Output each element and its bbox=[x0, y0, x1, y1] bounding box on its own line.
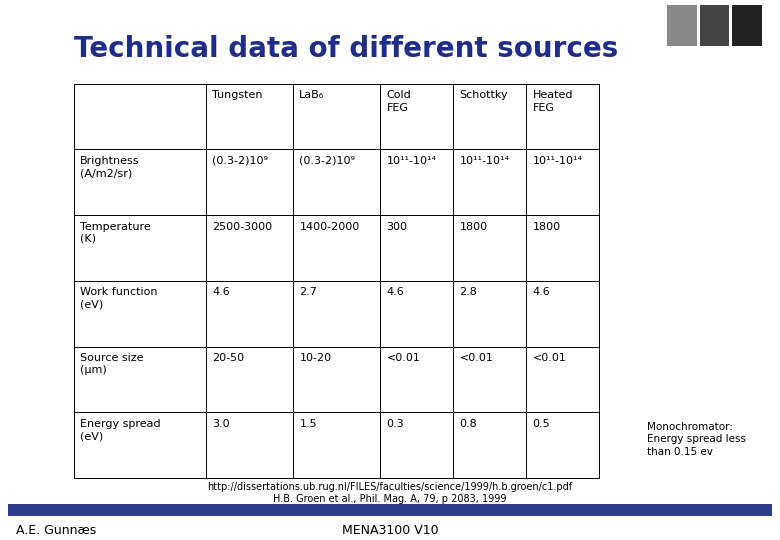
Bar bbox=[293, 84, 380, 150]
Text: 10¹¹-10¹⁴: 10¹¹-10¹⁴ bbox=[386, 156, 437, 166]
Text: Temperature
(K): Temperature (K) bbox=[80, 221, 151, 244]
Text: 1.5: 1.5 bbox=[300, 418, 317, 429]
Text: 0.8: 0.8 bbox=[459, 418, 477, 429]
Text: <0.01: <0.01 bbox=[533, 353, 566, 363]
Text: Heated
FEG: Heated FEG bbox=[533, 90, 573, 112]
Bar bbox=[453, 412, 526, 478]
Bar bbox=[293, 150, 380, 215]
Bar bbox=[206, 84, 293, 150]
Bar bbox=[206, 215, 293, 281]
Bar bbox=[206, 347, 293, 412]
Text: Source size
(μm): Source size (μm) bbox=[80, 353, 144, 375]
Text: (0.3-2)10⁹: (0.3-2)10⁹ bbox=[300, 156, 356, 166]
Text: 1800: 1800 bbox=[533, 221, 561, 232]
Bar bbox=[74, 347, 206, 412]
Text: 0.5: 0.5 bbox=[533, 418, 550, 429]
Bar bbox=[526, 215, 599, 281]
Text: 3.0: 3.0 bbox=[212, 418, 230, 429]
Text: <0.01: <0.01 bbox=[459, 353, 493, 363]
Bar bbox=[74, 215, 206, 281]
Bar bbox=[380, 281, 453, 347]
Bar bbox=[380, 347, 453, 412]
Text: 20-50: 20-50 bbox=[212, 353, 244, 363]
Text: Brightness
(A/m2/sr): Brightness (A/m2/sr) bbox=[80, 156, 140, 178]
Bar bbox=[293, 347, 380, 412]
Bar bbox=[526, 412, 599, 478]
Text: 1400-2000: 1400-2000 bbox=[300, 221, 360, 232]
Bar bbox=[206, 150, 293, 215]
Text: 10¹¹-10¹⁴: 10¹¹-10¹⁴ bbox=[459, 156, 509, 166]
Bar bbox=[526, 347, 599, 412]
Bar bbox=[380, 412, 453, 478]
Text: LaB₆: LaB₆ bbox=[300, 90, 324, 100]
Bar bbox=[380, 84, 453, 150]
Bar bbox=[453, 215, 526, 281]
Bar bbox=[206, 281, 293, 347]
Text: 2.7: 2.7 bbox=[300, 287, 317, 298]
Text: Cold
FEG: Cold FEG bbox=[386, 90, 411, 112]
Text: 2500-3000: 2500-3000 bbox=[212, 221, 272, 232]
Text: 4.6: 4.6 bbox=[212, 287, 230, 298]
Bar bbox=[526, 84, 599, 150]
Bar bbox=[700, 5, 729, 46]
Text: 4.6: 4.6 bbox=[386, 287, 404, 298]
Bar bbox=[453, 347, 526, 412]
Bar bbox=[732, 5, 762, 46]
Text: 4.6: 4.6 bbox=[533, 287, 550, 298]
Bar bbox=[526, 281, 599, 347]
Bar bbox=[206, 412, 293, 478]
Text: Tungsten: Tungsten bbox=[212, 90, 263, 100]
Bar bbox=[293, 412, 380, 478]
Text: MENA3100 V10: MENA3100 V10 bbox=[342, 524, 438, 537]
Text: 10¹¹-10¹⁴: 10¹¹-10¹⁴ bbox=[533, 156, 583, 166]
Bar bbox=[453, 281, 526, 347]
Text: A.E. Gunnæs: A.E. Gunnæs bbox=[16, 524, 96, 537]
Bar bbox=[74, 281, 206, 347]
Bar bbox=[380, 215, 453, 281]
Bar bbox=[526, 150, 599, 215]
Text: Schottky: Schottky bbox=[459, 90, 508, 100]
Text: 300: 300 bbox=[386, 221, 407, 232]
Bar bbox=[293, 281, 380, 347]
Bar bbox=[453, 84, 526, 150]
Text: 2.8: 2.8 bbox=[459, 287, 477, 298]
Text: 0.3: 0.3 bbox=[386, 418, 404, 429]
Bar bbox=[74, 412, 206, 478]
Text: Technical data of different sources: Technical data of different sources bbox=[74, 35, 619, 63]
Bar bbox=[453, 150, 526, 215]
Bar bbox=[667, 5, 697, 46]
Bar bbox=[74, 150, 206, 215]
Text: 1800: 1800 bbox=[459, 221, 488, 232]
Text: 10-20: 10-20 bbox=[300, 353, 331, 363]
Text: Work function
(eV): Work function (eV) bbox=[80, 287, 158, 309]
Bar bbox=[74, 84, 206, 150]
Text: <0.01: <0.01 bbox=[386, 353, 420, 363]
Bar bbox=[293, 215, 380, 281]
Text: Monochromator:
Energy spread less
than 0.15 ev: Monochromator: Energy spread less than 0… bbox=[647, 422, 746, 457]
Bar bbox=[8, 504, 772, 516]
Text: http://dissertations.ub.rug.nl/FILES/faculties/science/1999/h.b.groen/c1.pdf: http://dissertations.ub.rug.nl/FILES/fac… bbox=[207, 482, 573, 492]
Bar bbox=[380, 150, 453, 215]
Text: Energy spread
(eV): Energy spread (eV) bbox=[80, 418, 161, 441]
Text: H.B. Groen et al., Phil. Mag. A, 79, p 2083, 1999: H.B. Groen et al., Phil. Mag. A, 79, p 2… bbox=[273, 495, 507, 504]
Text: (0.3-2)10⁹: (0.3-2)10⁹ bbox=[212, 156, 268, 166]
